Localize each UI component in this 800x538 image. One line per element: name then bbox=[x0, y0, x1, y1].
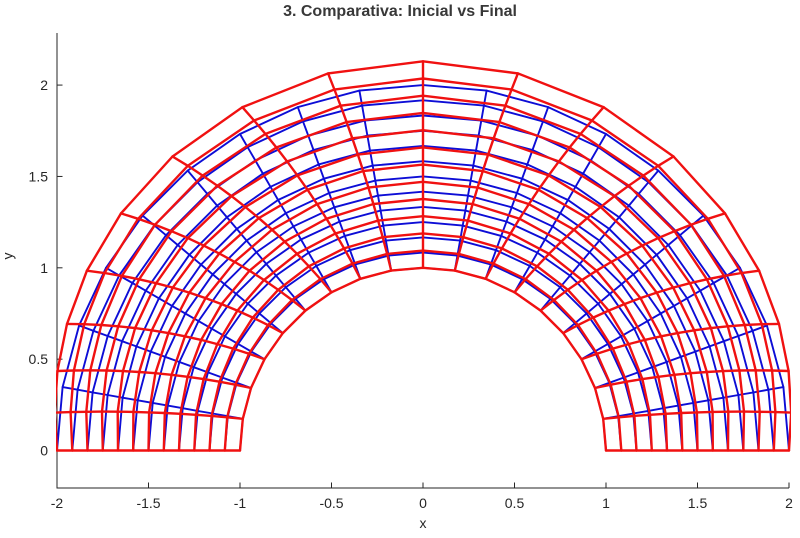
x-tick-label: -1 bbox=[234, 495, 247, 511]
y-tick-label: 1 bbox=[40, 260, 48, 276]
x-tick-label: -0.5 bbox=[319, 495, 343, 511]
x-tick-label: 0 bbox=[419, 495, 427, 511]
y-tick-label: 1.5 bbox=[29, 168, 49, 184]
plot-title: 3. Comparativa: Inicial vs Final bbox=[283, 3, 517, 20]
x-tick-label: -1.5 bbox=[136, 495, 160, 511]
x-tick-label: 2 bbox=[785, 495, 793, 511]
x-tick-label: 0.5 bbox=[505, 495, 525, 511]
final-mesh bbox=[56, 60, 791, 452]
y-tick-label: 0.5 bbox=[29, 351, 49, 367]
x-tick-label: 1.5 bbox=[688, 495, 708, 511]
y-tick-label: 0 bbox=[40, 443, 48, 459]
x-axis-label: x bbox=[419, 515, 427, 531]
x-tick-label: 1 bbox=[602, 495, 610, 511]
x-axis: -2 -1.5 -1 -0.5 0 0.5 1 1.5 2 bbox=[51, 482, 793, 511]
x-tick-label: -2 bbox=[51, 495, 64, 511]
y-tick-label: 2 bbox=[40, 77, 48, 93]
